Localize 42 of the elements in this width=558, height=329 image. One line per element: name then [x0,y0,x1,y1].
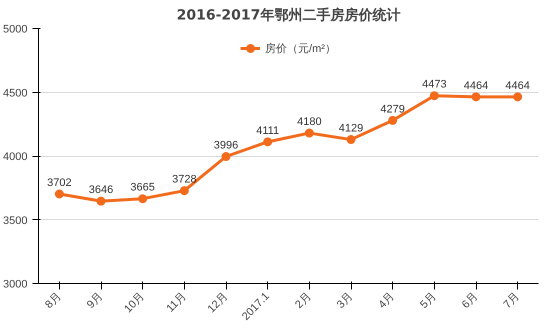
data-label: 3728 [172,174,197,186]
data-label: 3702 [47,176,72,189]
data-label: 3646 [88,184,114,196]
point [304,128,314,138]
data-label: 4111 [256,124,280,137]
y-tick-label: 4000 [3,151,28,163]
x-tick-label: 6月 [460,290,480,311]
data-label: 4180 [297,116,322,128]
y-tick-label: 4500 [3,87,28,100]
x-tick-label: 2月 [293,290,314,311]
legend-label: 房价（元/m²） [265,42,336,56]
point [346,135,356,144]
x-tick-label: 12月 [206,290,230,316]
x-tick-label: 4月 [376,290,397,311]
point [430,91,439,100]
point [513,92,522,102]
data-label: 4279 [380,103,405,116]
point [96,196,106,206]
point [472,92,480,102]
x-tick-label: 5月 [418,290,439,311]
y-tick-label: 5000 [3,24,28,36]
chart-title: 2016-2017年鄂州二手房房价统计 [176,6,400,24]
x-tick-label: 10月 [122,290,147,316]
y-tick-label: 3000 [3,278,28,290]
point [138,194,148,204]
data-label: 3996 [214,140,238,152]
point [263,137,272,146]
x-tick-label: 8月 [43,290,64,311]
y-tick-label: 3500 [3,214,28,227]
point [388,116,398,125]
data-label: 4464 [505,80,530,92]
point [222,152,230,161]
data-label: 4473 [422,78,447,91]
data-label: 4464 [464,80,488,92]
data-label: 3665 [130,182,155,194]
point [180,186,189,196]
x-tick-label: 9月 [84,290,106,311]
data-label: 4129 [338,122,364,135]
x-tick-label: 3月 [334,290,356,311]
point [54,190,64,198]
x-tick-label: 7月 [501,290,522,311]
x-tick-label: 11月 [164,290,189,315]
